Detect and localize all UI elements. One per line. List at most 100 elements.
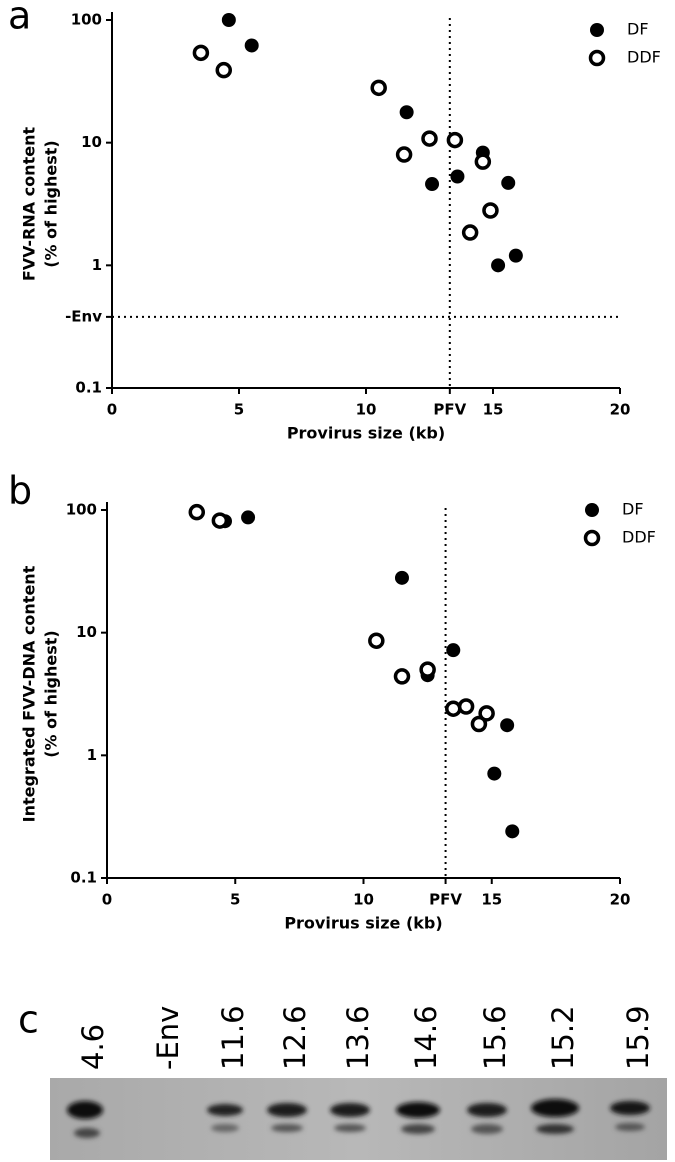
- legend-marker: [590, 23, 604, 37]
- lane-label: 15.2: [546, 1005, 580, 1070]
- band: [536, 1124, 574, 1134]
- x-axis-label: Provirus size (kb): [284, 914, 442, 933]
- x-tick-label: 0: [107, 401, 117, 419]
- data-point: [215, 61, 233, 79]
- lane-label: 12.6: [278, 1005, 312, 1070]
- band: [471, 1124, 503, 1134]
- chart-panel: a 0.1 1 -Env 10 100 0 5 10 PFV 15 20 Provirus size (…: [8, 0, 661, 443]
- data-point: [491, 258, 506, 273]
- data-point: [192, 44, 210, 62]
- x-tick-label: 5: [230, 891, 240, 909]
- lane-label: 14.6: [409, 1005, 443, 1070]
- y-tick-label: 1: [92, 256, 102, 274]
- x-tick-label: 20: [610, 401, 631, 419]
- y-axis-label: (% of highest): [42, 630, 61, 758]
- lane-label: 15.6: [478, 1005, 512, 1070]
- x-tick-label: 0: [102, 891, 112, 909]
- y-tick-label: 1: [87, 746, 97, 764]
- band: [74, 1128, 100, 1138]
- legend-marker: [588, 49, 606, 67]
- x-tick-label: 10: [353, 891, 374, 909]
- data-point: [457, 698, 475, 715]
- data-point: [505, 824, 520, 839]
- band: [330, 1103, 370, 1117]
- x-tick-label: 20: [610, 891, 631, 909]
- y-axis-label: Integrated FVV-DNA content: [20, 565, 39, 822]
- band: [207, 1104, 243, 1116]
- x-tick-label: PFV: [433, 401, 466, 419]
- band: [271, 1124, 303, 1132]
- y-axis-label: FVV-RNA content: [20, 127, 39, 282]
- y-axis-label: (% of highest): [42, 140, 61, 268]
- data-point: [399, 105, 414, 120]
- band: [67, 1101, 103, 1119]
- data-point: [474, 153, 492, 170]
- y-tick-label: 0.1: [70, 869, 97, 887]
- x-tick-label: 5: [234, 401, 244, 419]
- data-point: [445, 700, 462, 717]
- legend-label: DDF: [627, 48, 661, 67]
- data-point: [446, 131, 464, 149]
- x-tick-label: PFV: [429, 891, 462, 909]
- band: [610, 1101, 650, 1115]
- data-point: [211, 512, 229, 529]
- y-tick-label: 0.1: [75, 379, 102, 397]
- data-point: [394, 570, 409, 585]
- lane-label: 11.6: [216, 1005, 250, 1070]
- y-tick-label: 10: [76, 623, 97, 641]
- y-tick-label: 10: [81, 133, 102, 151]
- data-point: [425, 177, 440, 192]
- data-point: [221, 13, 236, 27]
- y-tick-label: 100: [71, 11, 102, 29]
- x-axis-label: Provirus size (kb): [287, 424, 445, 443]
- legend-label: DF: [622, 500, 644, 519]
- x-tick-label: 15: [481, 891, 502, 909]
- data-point: [395, 146, 413, 163]
- data-point: [450, 169, 465, 184]
- x-tick-label: 15: [483, 401, 504, 419]
- data-point: [478, 705, 495, 722]
- data-point: [393, 668, 411, 685]
- data-point: [470, 715, 488, 733]
- data-point: [501, 175, 516, 190]
- chart-panel: b 0.1 1 10 100 0 5 10 PFV 15 20 Provirus size (kb) I…: [8, 469, 656, 933]
- lane-label: 15.9: [621, 1005, 655, 1070]
- band: [615, 1123, 645, 1131]
- lane-label: 4.6: [76, 1024, 110, 1070]
- band: [396, 1102, 440, 1118]
- gel-image: [50, 1078, 667, 1160]
- gel-panel: c 4.6 -Env 11.6 12.6 13.6 14.6 15.6 15.2 15.9: [18, 998, 667, 1160]
- legend-label: DDF: [622, 528, 656, 547]
- data-point: [241, 510, 256, 525]
- panel-label: b: [8, 469, 32, 513]
- panel-label: a: [8, 0, 31, 38]
- y-tick-label: 100: [66, 501, 97, 519]
- band: [401, 1124, 435, 1134]
- data-point: [487, 766, 502, 781]
- data-point: [500, 718, 515, 733]
- data-point: [419, 661, 436, 678]
- legend-marker: [585, 503, 599, 517]
- data-point: [370, 79, 387, 97]
- band: [467, 1103, 507, 1117]
- y-tick-label: -Env: [65, 307, 102, 325]
- data-point: [461, 224, 479, 241]
- band: [334, 1124, 366, 1132]
- data-point: [508, 248, 523, 263]
- legend-marker: [583, 529, 601, 547]
- data-point: [188, 503, 206, 521]
- data-point: [446, 643, 461, 658]
- legend-label: DF: [627, 20, 649, 39]
- data-point: [421, 130, 438, 147]
- panel-label: c: [18, 998, 39, 1042]
- gel-bands: [67, 1099, 650, 1138]
- band: [531, 1099, 579, 1117]
- lane-label: -Env: [151, 1006, 185, 1070]
- data-point: [482, 202, 499, 219]
- band: [211, 1124, 239, 1132]
- data-point: [244, 38, 259, 53]
- data-point: [368, 632, 385, 649]
- x-tick-label: 10: [356, 401, 377, 419]
